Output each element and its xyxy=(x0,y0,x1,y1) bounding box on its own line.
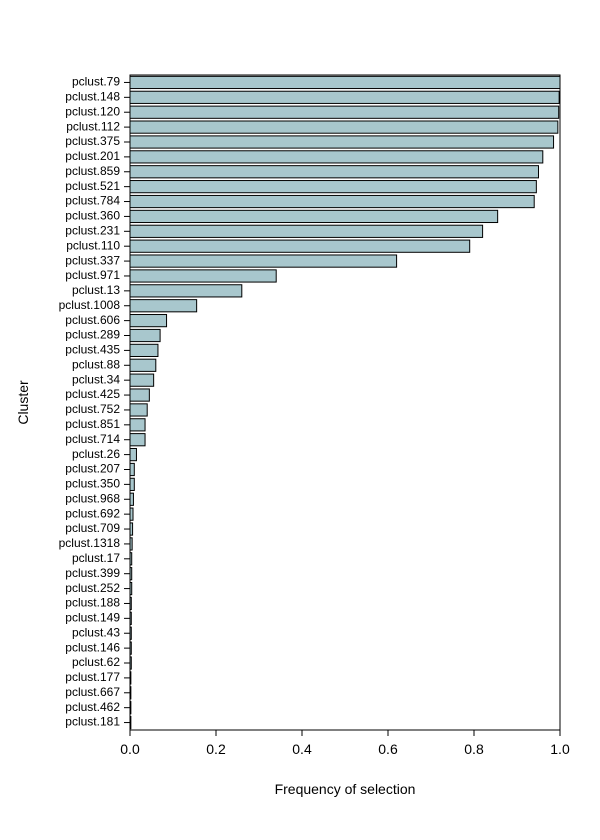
bar xyxy=(130,404,147,416)
bar xyxy=(130,136,554,148)
bar xyxy=(130,151,543,163)
y-tick-label: pclust.177 xyxy=(65,670,120,684)
x-tick-label: 0.6 xyxy=(378,741,398,757)
bar xyxy=(130,166,539,178)
bar xyxy=(130,225,483,237)
bar xyxy=(130,329,160,341)
bar xyxy=(130,389,149,401)
bar xyxy=(130,627,131,639)
y-tick-label: pclust.462 xyxy=(65,700,120,714)
bar xyxy=(130,359,156,371)
y-tick-label: pclust.337 xyxy=(65,253,120,267)
y-tick-label: pclust.13 xyxy=(72,283,120,297)
bar xyxy=(130,463,134,475)
bar xyxy=(130,448,136,460)
bar xyxy=(130,538,132,550)
y-tick-label: pclust.88 xyxy=(72,357,120,371)
bar xyxy=(130,672,131,684)
bar xyxy=(130,642,131,654)
y-tick-label: pclust.692 xyxy=(65,506,120,520)
y-tick-label: pclust.1318 xyxy=(59,536,121,550)
y-tick-label: pclust.17 xyxy=(72,551,120,565)
bar xyxy=(130,657,131,669)
bar xyxy=(130,255,397,267)
y-tick-label: pclust.120 xyxy=(65,104,120,118)
bar xyxy=(130,687,131,699)
bar xyxy=(130,270,276,282)
bar xyxy=(130,210,498,222)
bar xyxy=(130,553,132,565)
bar xyxy=(130,493,133,505)
x-axis-title: Frequency of selection xyxy=(275,781,416,797)
bar xyxy=(130,91,559,103)
bar xyxy=(130,195,534,207)
bar xyxy=(130,121,558,133)
x-tick-label: 0.4 xyxy=(292,741,312,757)
bar xyxy=(130,582,132,594)
chart-container: pclust.79pclust.148pclust.120pclust.112p… xyxy=(0,0,600,840)
bar-chart: pclust.79pclust.148pclust.120pclust.112p… xyxy=(0,0,600,840)
y-tick-label: pclust.968 xyxy=(65,491,120,505)
bar xyxy=(130,374,154,386)
y-tick-label: pclust.521 xyxy=(65,179,120,193)
bar xyxy=(130,106,559,118)
y-tick-label: pclust.26 xyxy=(72,447,120,461)
y-tick-label: pclust.146 xyxy=(65,640,120,654)
y-tick-label: pclust.231 xyxy=(65,223,120,237)
bar xyxy=(130,523,133,535)
bar xyxy=(130,702,131,714)
bar xyxy=(130,76,560,88)
y-tick-label: pclust.252 xyxy=(65,581,120,595)
bar xyxy=(130,344,158,356)
y-tick-label: pclust.859 xyxy=(65,164,120,178)
bar xyxy=(130,240,470,252)
y-tick-label: pclust.207 xyxy=(65,462,120,476)
y-tick-label: pclust.752 xyxy=(65,402,120,416)
bar xyxy=(130,285,242,297)
y-tick-label: pclust.360 xyxy=(65,209,120,223)
y-tick-label: pclust.112 xyxy=(66,119,120,133)
bar xyxy=(130,434,145,446)
bar xyxy=(130,597,131,609)
y-tick-label: pclust.201 xyxy=(65,149,120,163)
y-axis-title: Cluster xyxy=(15,380,31,425)
y-tick-label: pclust.181 xyxy=(65,715,120,729)
y-tick-label: pclust.709 xyxy=(65,521,120,535)
bar xyxy=(130,181,536,193)
y-tick-label: pclust.34 xyxy=(72,372,120,386)
y-tick-label: pclust.606 xyxy=(65,313,120,327)
y-tick-label: pclust.667 xyxy=(65,685,120,699)
y-tick-label: pclust.148 xyxy=(65,90,120,104)
y-tick-label: pclust.435 xyxy=(65,343,120,357)
y-tick-label: pclust.399 xyxy=(65,566,120,580)
bar xyxy=(130,419,145,431)
y-tick-label: pclust.289 xyxy=(65,328,120,342)
y-tick-label: pclust.851 xyxy=(65,417,120,431)
y-tick-label: pclust.149 xyxy=(65,611,120,625)
y-tick-label: pclust.79 xyxy=(72,75,120,89)
bar xyxy=(130,612,131,624)
y-tick-label: pclust.784 xyxy=(65,194,120,208)
x-tick-label: 0.2 xyxy=(206,741,226,757)
bar xyxy=(130,315,167,327)
y-tick-label: pclust.43 xyxy=(72,625,120,639)
y-tick-label: pclust.375 xyxy=(65,134,120,148)
bar xyxy=(130,568,132,580)
y-tick-label: pclust.714 xyxy=(65,432,120,446)
y-tick-label: pclust.1008 xyxy=(59,298,121,312)
y-tick-label: pclust.188 xyxy=(65,596,120,610)
x-tick-label: 1.0 xyxy=(550,741,570,757)
y-tick-label: pclust.110 xyxy=(66,238,120,252)
bar xyxy=(130,478,134,490)
bar xyxy=(130,716,131,728)
y-tick-label: pclust.425 xyxy=(65,387,120,401)
bar xyxy=(130,300,197,312)
bar xyxy=(130,508,133,520)
y-tick-label: pclust.971 xyxy=(65,268,120,282)
y-tick-label: pclust.350 xyxy=(65,477,120,491)
y-tick-label: pclust.62 xyxy=(72,655,120,669)
x-tick-label: 0.8 xyxy=(464,741,484,757)
x-tick-label: 0.0 xyxy=(120,741,140,757)
